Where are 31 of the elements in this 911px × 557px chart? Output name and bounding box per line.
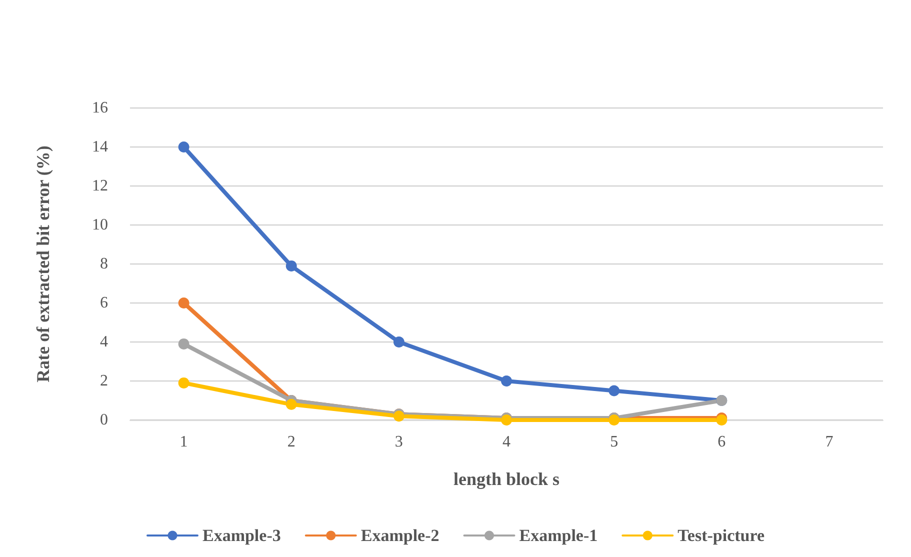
x-tick-label: 5 xyxy=(610,434,618,450)
y-tick-label: 6 xyxy=(100,294,108,312)
point xyxy=(608,385,620,396)
y-tick-label: 12 xyxy=(92,178,108,194)
y-tick-label: 16 xyxy=(92,100,108,116)
point xyxy=(178,377,190,388)
x-tick-label: 2 xyxy=(287,434,296,450)
legend-label: Example-1 xyxy=(519,526,598,545)
x-tick-label: 1 xyxy=(180,434,188,450)
point xyxy=(286,398,297,410)
y-tick-label: 14 xyxy=(92,138,108,156)
y-tick-label: 8 xyxy=(100,256,108,272)
point xyxy=(286,260,297,272)
legend-label: Test-picture xyxy=(678,526,765,545)
point xyxy=(178,142,190,152)
x-tick-label: 4 xyxy=(502,434,510,450)
y-axis-title: Rate of extracted bit error (%) xyxy=(33,146,53,382)
y-tick-label: 2 xyxy=(100,372,108,390)
point xyxy=(393,336,404,348)
point xyxy=(178,298,190,308)
point xyxy=(178,338,190,350)
x-tick-label: 6 xyxy=(718,434,726,450)
legend-label: Example-3 xyxy=(202,526,281,545)
y-tick-label: 10 xyxy=(92,216,108,234)
y-tick-label: 4 xyxy=(100,334,108,350)
x-tick-label: 7 xyxy=(825,434,834,450)
x-axis-title: length block s xyxy=(453,469,560,489)
y-tick-label: 0 xyxy=(100,412,108,428)
legend-label: Example-2 xyxy=(360,526,440,545)
x-tick-label: 3 xyxy=(394,434,403,450)
point xyxy=(501,376,512,386)
